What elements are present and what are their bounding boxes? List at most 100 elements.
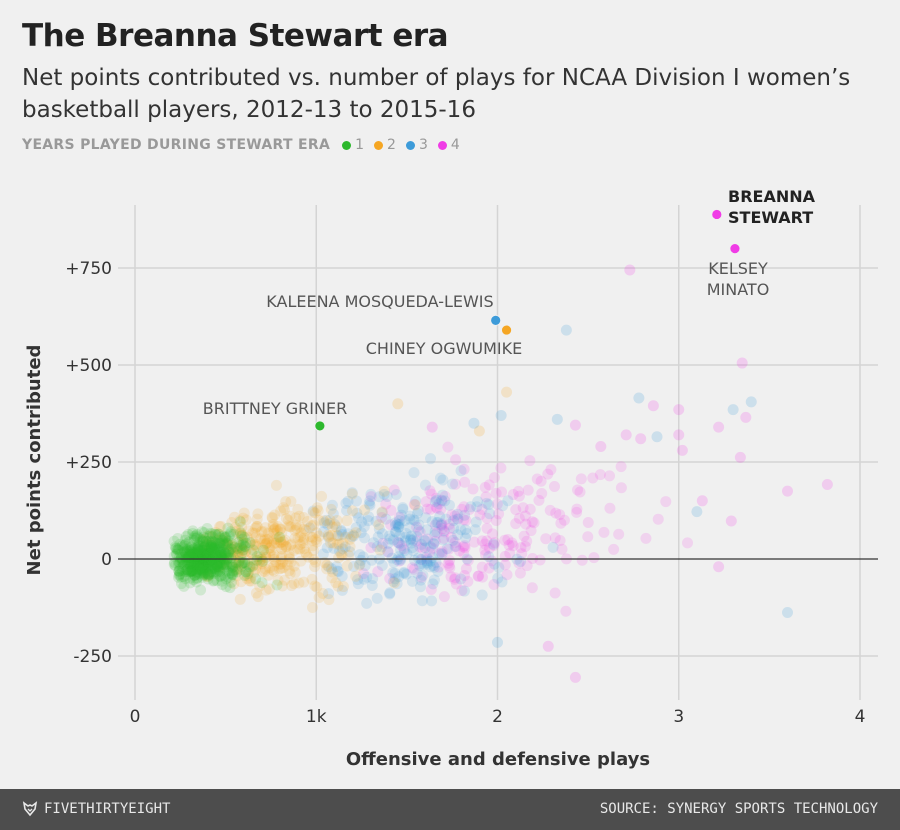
player-point [175,551,187,563]
player-point [472,570,484,582]
player-point [322,518,334,530]
player-point [182,529,194,541]
player-point [272,521,284,533]
player-point [487,538,499,550]
player-point [352,574,364,586]
player-point [232,563,244,575]
player-point [197,549,209,561]
player-point [168,556,180,568]
player-point [185,546,197,558]
player-point [428,574,440,586]
player-point [211,548,223,560]
player-point [305,520,317,532]
player-point [312,505,324,517]
player-point [194,540,206,552]
player-point [273,531,285,543]
player-point [259,539,271,551]
player-point [393,515,405,527]
player-point [249,538,261,550]
player-point [266,511,278,523]
source-label: SOURCE: SYNERGY SPORTS TECHNOLOGY [599,801,878,817]
player-point [283,565,295,577]
player-point [186,549,198,561]
player-point [274,558,286,570]
player-point [192,559,204,571]
legend-item-3: 3 [405,137,428,153]
player-point [190,557,202,569]
player-point [429,519,441,531]
player-point [206,530,218,542]
player-point [218,559,230,571]
player-point [405,530,417,542]
player-point [196,564,208,576]
player-point [234,564,246,576]
player-point [174,568,186,580]
player-point [397,502,409,514]
player-point [517,502,529,514]
player-point [185,565,197,577]
player-point [468,417,480,429]
player-point [395,544,407,556]
player-point [180,531,192,543]
player-point [673,404,685,416]
player-point [193,543,205,555]
player-point [222,535,234,547]
player-point [389,573,401,585]
player-point [373,519,385,531]
player-point [220,538,232,550]
player-point [231,566,243,578]
player-point [407,545,419,557]
player-point [441,543,453,555]
player-point [237,544,249,556]
player-point [501,386,513,398]
player-point [426,595,438,607]
player-point [227,561,239,573]
player-point [221,565,233,577]
player-point [350,495,362,507]
player-point [493,562,505,574]
player-point [240,537,252,549]
player-point [317,548,329,560]
player-point [350,570,362,582]
player-point [199,547,211,559]
player-point [347,529,359,541]
player-point [173,558,185,570]
player-point [268,565,280,577]
player-point [598,526,610,538]
player-point [367,573,379,585]
player-point [510,504,522,516]
player-point [429,496,441,508]
player-point [199,568,211,580]
player-point [192,544,204,556]
player-point [384,587,396,599]
player-point [450,454,462,466]
player-point [443,499,455,511]
player-point [421,555,433,567]
player-point [201,568,213,580]
player-point [358,521,370,533]
player-point [426,421,438,433]
player-point [272,533,284,545]
player-point [390,520,402,532]
player-point [326,563,338,575]
player-point [280,541,292,553]
player-point [298,534,310,546]
player-point [171,544,183,556]
player-point [206,541,218,553]
player-point [226,562,238,574]
player-point [307,544,319,556]
player-point [292,503,304,515]
player-point [194,546,206,558]
player-point [190,532,202,544]
player-point [260,551,272,563]
player-point [204,547,216,559]
player-point [210,537,222,549]
player-point [194,564,206,576]
player-point [520,518,532,530]
player-point [268,549,280,561]
player-point [192,548,204,560]
player-point [298,523,310,535]
player-point [261,533,273,545]
player-point [227,569,239,581]
player-point [276,527,288,539]
